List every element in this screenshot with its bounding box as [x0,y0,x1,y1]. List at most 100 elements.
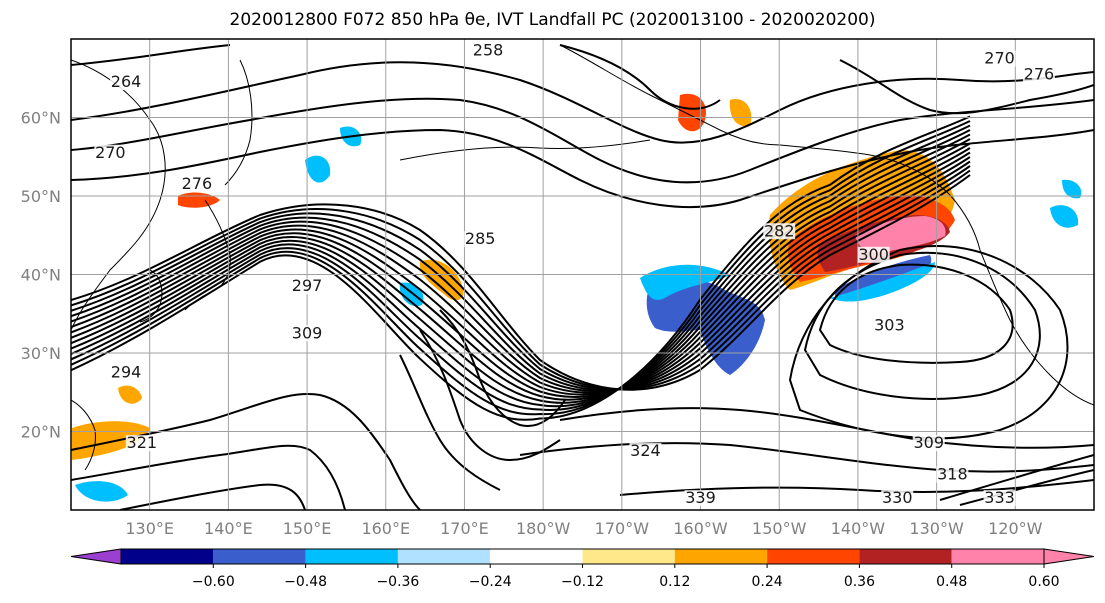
colorbar-box [305,549,398,564]
contour-label: 270 [95,143,126,162]
shade-cyan-ne2 [1062,179,1082,199]
shade-cyan-wpac [75,481,128,502]
colorbar-tick-label: −0.12 [561,574,604,590]
contour-label: 324 [630,441,661,460]
contour-label: 282 [764,221,795,240]
jet-contour [71,115,971,421]
jet-contour [71,129,971,408]
contour-label: 309 [913,433,944,452]
contour-label: 339 [685,488,716,507]
coast-kamchatka [224,59,253,186]
gridline-layer [71,39,1094,510]
colorbar-box [397,549,491,564]
contour-wpac-3 [119,483,306,510]
lon-tick-label: 130°E [125,519,174,538]
contour-label: 294 [111,363,142,382]
jet-contour [71,151,971,394]
jet-contour [71,138,971,401]
jet-contour [71,165,971,391]
contour-label: 276 [182,174,213,193]
lon-tick-label: 180°W [516,519,571,538]
contour-south-3 [619,479,1094,496]
colorbar-box [951,549,1044,564]
lon-tick-label: 170°E [440,519,489,538]
contour-label: 258 [473,41,504,60]
contour-label-bg [180,176,213,193]
map-title: 2020012800 F072 850 hPa θe, IVT Landfall… [229,10,876,30]
lat-tick-label: 50°N [21,187,61,206]
colorbar-box [582,549,675,564]
coast-alaska [559,44,981,251]
jet-contour [71,169,971,391]
shade-alaska-orange [678,93,706,132]
colorbar-tick-label: 0.60 [1028,574,1059,590]
contour-south-1 [559,407,1094,449]
jet-contour [71,147,971,396]
contour-label-bg [857,246,890,263]
contour-label: 285 [465,229,496,248]
contour-label-bg [291,278,324,295]
lat-tick-label: 60°N [21,109,61,128]
contour-label-bg [464,231,497,248]
contour-label-bg [936,466,969,483]
contour-label-bg [763,223,796,240]
jet-contour [71,133,971,404]
coastline-layer [71,44,1094,471]
contour-label-bg [110,364,143,381]
colorbar-box [674,549,768,564]
lat-tick-label: 20°N [21,423,61,442]
shading-layer [72,93,1082,502]
colorbar-tick-label: −0.36 [376,574,419,590]
contour-wiggle-1 [439,309,566,427]
contour-label-bg [912,435,945,452]
jet-contour [71,174,971,391]
lon-tick-label: 160°E [361,519,410,538]
contour-label-bg [472,42,505,59]
colorbar-box [859,549,952,564]
contour-wiggle-3 [399,354,501,491]
colorbar-tick-label: 0.12 [659,574,690,590]
colorbar-box [213,549,306,564]
contour-label-layer: 264 258 270 276 285 297 309 294 321 324 282 300 303 3… [94,41,1055,507]
contour-label-bg [110,74,143,91]
contour-label-bg [94,144,127,161]
lat-tick-label: 30°N [21,344,61,363]
jet-contour [71,120,971,416]
colorbar-tick-label: −0.60 [192,574,235,590]
contour-label-bg [873,317,906,334]
coast-philippines [71,399,96,471]
lon-tick-label: 140°W [831,519,886,538]
contour-label-bg [629,443,662,460]
contour-high-1 [818,263,1014,364]
coast-aleutians [399,139,651,161]
lat-tick-label: 40°N [21,266,61,285]
shade-alaska-orange2 [729,99,752,127]
contour-label-bg [881,490,914,507]
shade-cyan-ne [1050,205,1079,228]
colorbar-tick-label: 0.36 [844,574,875,590]
contour-label-bg [291,325,324,342]
contour-label: 318 [937,465,968,484]
jet-contour [71,156,971,393]
contour-label: 333 [984,488,1015,507]
contour-label-bg [1022,66,1055,83]
contour-north-2 [71,97,1094,184]
lon-tick-label: 170°W [595,519,650,538]
contour-label-bg [983,490,1016,507]
contour-label: 309 [292,323,323,342]
coast-japan [184,199,231,311]
shade-cyan-east [830,262,935,302]
shade-cyan-160e [305,155,331,183]
colorbar-box [767,549,860,564]
contour-label: 270 [984,49,1015,68]
coast-namerica [979,249,1094,406]
contour-north-4 [71,44,721,110]
colorbar: −0.60 −0.48 −0.36 −0.24 −0.12 0.12 0.24 0.36 0.4… [70,548,1095,590]
jet-contour [71,160,971,391]
shade-yellow-wpac [118,385,142,404]
colorbar-tick-label: −0.24 [469,574,512,590]
contour-wpac-2 [71,444,346,510]
contour-label: 330 [882,488,913,507]
shade-blue-east [835,255,932,300]
